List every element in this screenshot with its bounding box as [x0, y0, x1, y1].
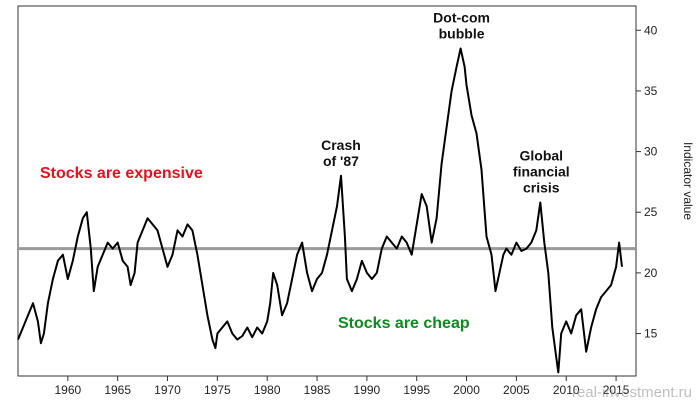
y-tick-label: 25 — [644, 205, 658, 219]
x-tick-label: 1970 — [154, 383, 181, 397]
x-axis: 1960 1965 1970 1975 1980 1985 1990 1995 2000 2005… — [54, 376, 630, 397]
x-tick-label: 1990 — [354, 383, 381, 397]
x-tick-label: 2010 — [553, 383, 580, 397]
y-tick-label: 35 — [644, 84, 658, 98]
y-tick-label: 30 — [644, 145, 658, 159]
annotation-line: Global — [520, 148, 564, 164]
annotation-line: of '87 — [323, 153, 359, 169]
annotation-line: financial — [513, 164, 570, 180]
annotations: Dot-com bubble Crash of '87 Global financial c… — [321, 9, 570, 195]
x-tick-label: 1975 — [204, 383, 231, 397]
watermark: real-investment.ru — [572, 384, 692, 401]
x-tick-label: 2000 — [453, 383, 480, 397]
x-tick-label: 1985 — [304, 383, 331, 397]
y-axis-label: Indicator value — [681, 142, 695, 220]
annotation-line: crisis — [523, 180, 560, 196]
annotation-financial-crisis: Global financial crisis — [513, 148, 570, 196]
annotation-line: Dot-com — [433, 9, 490, 25]
x-tick-label: 1960 — [54, 383, 81, 397]
y-axis: 15 20 25 30 35 40 — [636, 23, 658, 341]
y-tick-label: 20 — [644, 266, 658, 280]
plot-area — [17, 5, 637, 377]
annotation-crash-87: Crash of '87 — [321, 137, 361, 169]
y-tick-label: 40 — [644, 23, 658, 37]
indicator-series-line — [17, 47, 623, 374]
annotation-dotcom-bubble: Dot-com bubble — [433, 9, 490, 41]
region-label-expensive: Stocks are expensive — [40, 165, 203, 182]
annotation-line: bubble — [439, 25, 485, 41]
annotation-line: Crash — [321, 137, 361, 153]
y-tick-label: 15 — [644, 327, 658, 341]
region-label-cheap: Stocks are cheap — [338, 315, 470, 332]
x-tick-label: 1995 — [403, 383, 430, 397]
x-tick-label: 1980 — [254, 383, 281, 397]
x-tick-label: 2015 — [603, 383, 630, 397]
x-tick-label: 1965 — [104, 383, 131, 397]
x-tick-label: 2005 — [503, 383, 530, 397]
plot-frame — [17, 5, 637, 377]
